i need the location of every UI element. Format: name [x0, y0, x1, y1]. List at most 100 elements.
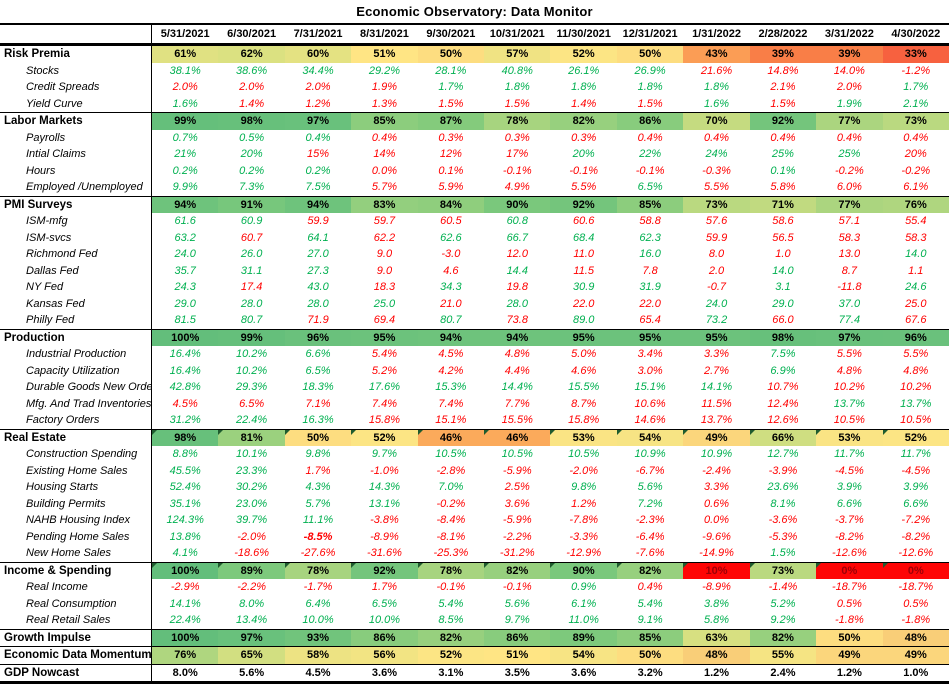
heat-cell: 99% — [218, 329, 285, 346]
row-label: Real Income — [0, 579, 152, 596]
value-cell: 6.5% — [239, 397, 265, 410]
value-cell: 2.1% — [770, 81, 796, 93]
value-cell: 45.5% — [169, 464, 201, 477]
value-cell: -0.2% — [901, 164, 931, 177]
value-cell: -1.2% — [901, 64, 931, 77]
column-header: 5/31/2021 — [160, 28, 210, 40]
value-cell: 2.5% — [504, 481, 530, 493]
heat-cell: 86% — [351, 629, 418, 646]
value-cell: 13.7% — [900, 397, 932, 410]
table-row: Capacity Utilization 16.4% 10.2% 6.5% 5.2% 4.… — [0, 362, 949, 379]
value-cell: 1.2% — [836, 666, 862, 679]
row-label: NAHB Housing Index — [0, 512, 152, 529]
row-label: Dallas Fed — [0, 262, 152, 279]
table-row: PMI Surveys 94% 91% 94% 83% 84% 90% 92% 85% 73% 71… — [0, 195, 949, 213]
value-cell: 58.3 — [905, 231, 927, 244]
value-cell: 1.4% — [239, 97, 265, 110]
value-cell: 17.6% — [368, 381, 401, 393]
heat-cell: 50% — [284, 429, 352, 446]
table-row: Real Income -2.9% -2.2% -1.7% 1.7% -0.1% -0.1%… — [0, 579, 949, 596]
column-header-row: 5/31/2021 6/30/2021 7/31/2021 8/31/2021 9/30… — [0, 23, 949, 45]
heat-cell: 93% — [284, 629, 352, 646]
value-cell: 28.0 — [506, 297, 528, 310]
value-cell: 0.4% — [371, 131, 397, 144]
value-cell: 12.7% — [767, 448, 799, 460]
row-label: Employed /Unemployed — [0, 179, 152, 196]
value-cell: 0.3% — [438, 131, 464, 144]
value-cell: 6.9% — [770, 364, 796, 377]
table-row: Hours 0.2% 0.2% 0.2% 0.0% 0.1% -0.1% -0.1% -0.1%… — [0, 162, 949, 179]
value-cell: -0.1% — [436, 581, 466, 593]
value-cell: 1.8% — [571, 81, 597, 93]
value-cell: 12.4% — [767, 397, 799, 410]
value-cell: 1.9% — [836, 97, 862, 110]
value-cell: 26.0 — [240, 248, 263, 260]
value-cell: -2.0% — [569, 464, 599, 477]
value-cell: 2.0 — [708, 264, 725, 277]
value-cell: 9.8% — [305, 448, 331, 460]
value-cell: 11.7% — [900, 448, 931, 460]
value-cell: 6.1% — [571, 597, 597, 610]
row-label: Existing Home Sales — [0, 462, 152, 479]
heat-cell: 54% — [616, 429, 684, 446]
row-label: Philly Fed — [0, 312, 152, 329]
heat-cell: 49% — [816, 647, 883, 664]
row-label: Industrial Production — [0, 346, 152, 363]
value-cell: 0.2% — [172, 164, 198, 177]
value-cell: -8.9% — [370, 530, 399, 543]
value-cell: 0.4% — [770, 131, 796, 144]
value-cell: -8.9% — [702, 581, 731, 593]
row-label: Durable Goods New Orders — [0, 379, 152, 396]
value-cell: 1.7% — [305, 464, 331, 477]
heat-cell: 73% — [749, 562, 817, 579]
table-row: Philly Fed 81.5 80.7 71.9 69.4 80.7 73.8 89.0 65… — [0, 312, 949, 329]
heat-cell: 55% — [749, 647, 817, 664]
heat-cell: 100% — [152, 629, 219, 646]
heat-cell: 82% — [550, 113, 617, 130]
value-cell: 68.4 — [572, 231, 595, 244]
table-row: Employed /Unemployed 9.9% 7.3% 7.5% 5.7% 5.9%… — [0, 179, 949, 196]
value-cell: 4.6 — [443, 264, 459, 277]
value-cell: -14.9% — [699, 547, 734, 559]
table-row: Housing Starts 52.4% 30.2% 4.3% 14.3% 7.0% 2.5… — [0, 479, 949, 496]
value-cell: 10.6% — [634, 397, 666, 410]
value-cell: 14.0% — [833, 64, 865, 77]
value-cell: -18.7% — [831, 581, 867, 593]
value-cell: 42.8% — [169, 381, 201, 393]
value-cell: 3.6% — [504, 497, 530, 510]
row-label: Credit Spreads — [0, 79, 152, 96]
value-cell: 29.0 — [174, 297, 196, 310]
value-cell: 0.4% — [836, 131, 862, 144]
column-header: 6/30/2021 — [227, 28, 277, 40]
value-cell: -4.5% — [901, 464, 931, 477]
value-cell: 3.1 — [775, 281, 791, 293]
value-cell: 38.6% — [236, 64, 268, 77]
value-cell: -31.2% — [499, 547, 535, 559]
value-cell: 11.5 — [573, 264, 594, 277]
value-cell: 77.4 — [838, 314, 861, 326]
value-cell: 0.4% — [637, 131, 663, 144]
value-cell: 13.1% — [368, 497, 401, 510]
value-cell: 2.0% — [305, 81, 331, 93]
heat-cell: 52% — [417, 647, 485, 664]
value-cell: -2.2% — [502, 530, 532, 543]
table-row: ISM-svcs 63.2 60.7 64.1 62.2 62.6 66.7 68.4 62.3… — [0, 229, 949, 246]
value-cell: 1.8% — [637, 81, 663, 93]
value-cell: 1.0 — [775, 248, 791, 260]
heat-cell: 96% — [284, 329, 352, 346]
row-label: ISM-svcs — [0, 229, 152, 246]
value-cell: 9.9% — [172, 181, 198, 193]
heat-cell: 98% — [152, 429, 219, 446]
heat-cell: 33% — [882, 46, 949, 63]
value-cell: 26.1% — [568, 64, 600, 77]
value-cell: 5.2% — [770, 597, 796, 610]
value-cell: 1.5% — [504, 97, 530, 110]
value-cell: 23.0% — [236, 497, 268, 510]
value-cell: 73.2 — [705, 314, 728, 326]
heat-cell: 78% — [417, 562, 485, 579]
value-cell: 38.1% — [169, 64, 201, 77]
row-label: Yield Curve — [0, 95, 152, 112]
value-cell: 16.0 — [639, 248, 661, 260]
heat-cell: 82% — [417, 629, 485, 646]
heat-cell: 77% — [816, 196, 883, 213]
